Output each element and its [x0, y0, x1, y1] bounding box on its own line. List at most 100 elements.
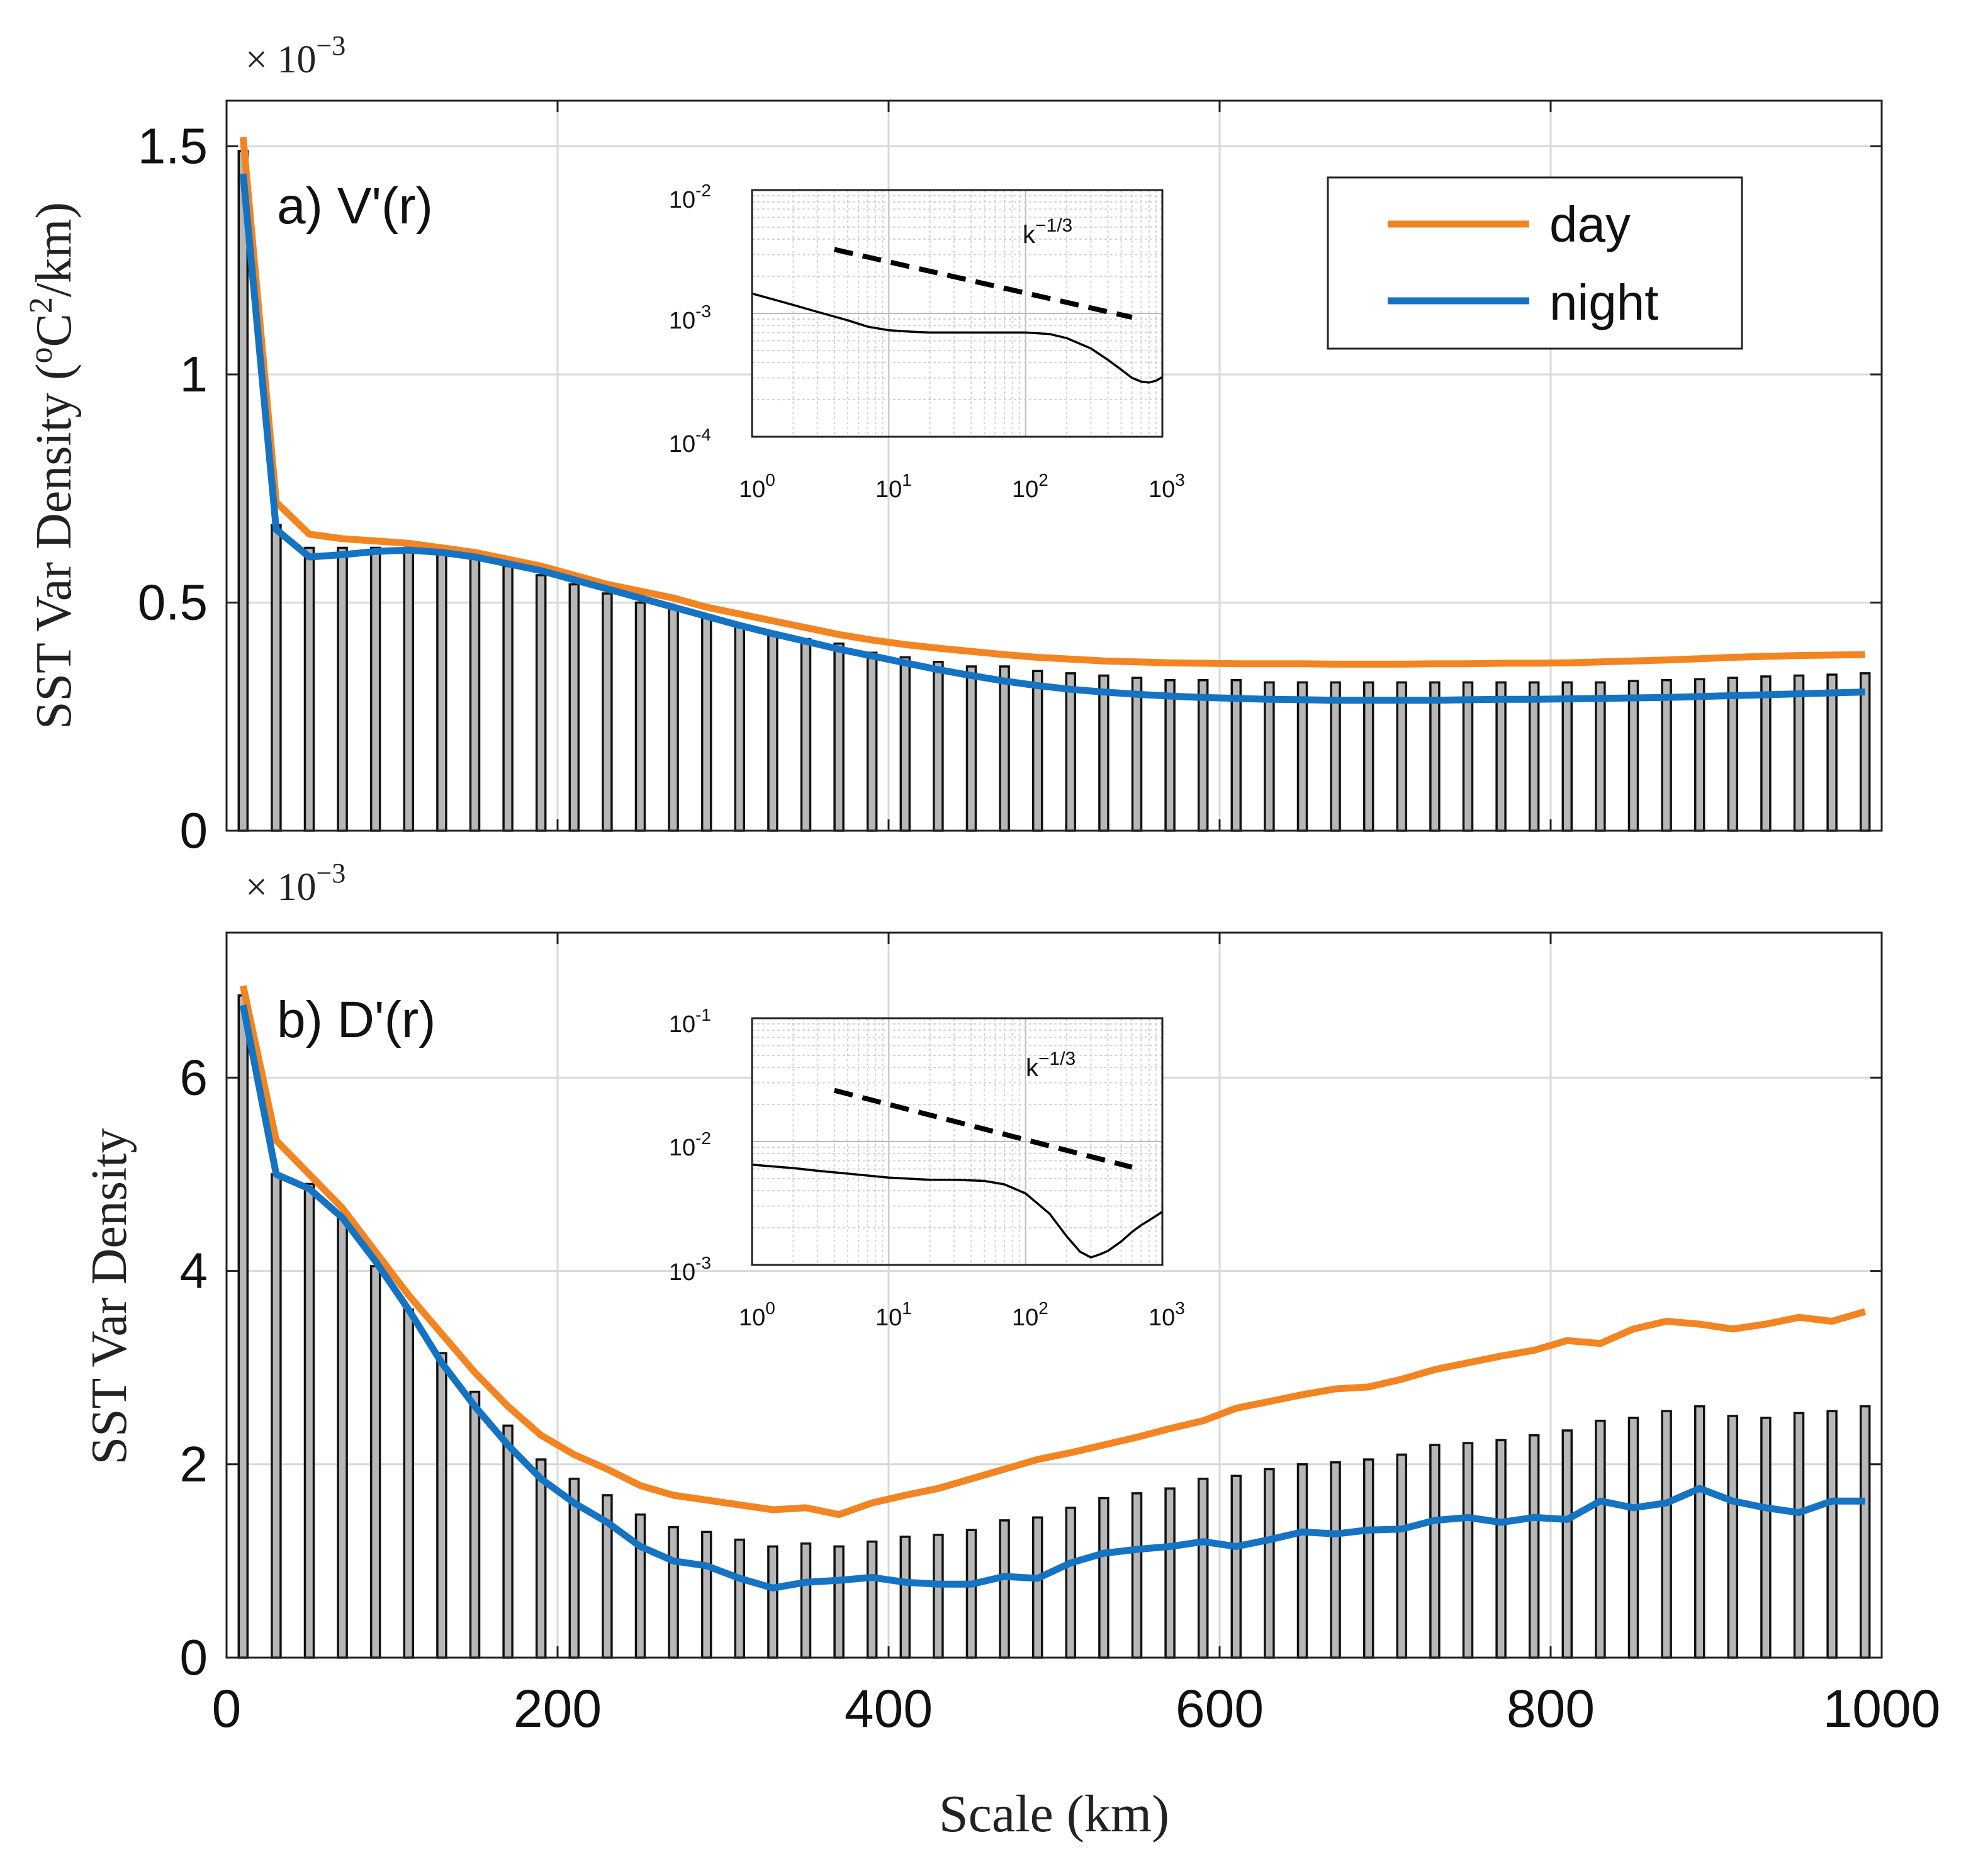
bar: [535, 574, 547, 832]
xtick-label: 600: [1176, 1679, 1264, 1738]
panel-a-night-line: [239, 173, 1865, 704]
bar: [1661, 679, 1672, 832]
bar: [1065, 672, 1077, 832]
bar: [933, 1534, 944, 1659]
ytick-label: 1: [180, 346, 208, 402]
panel-a-inset-ytick-0: 10-2: [669, 181, 711, 213]
bar: [1495, 681, 1507, 832]
panel-b-frame: [225, 931, 1883, 1659]
bar: [337, 1216, 348, 1659]
bar: [1727, 677, 1739, 832]
panel-b-inset-ytick-0: 10-1: [669, 1005, 711, 1038]
panel-b-inset-curve: [751, 1163, 1163, 1259]
panel-b-inset-xtick-0: 100: [739, 1298, 775, 1331]
bar: [303, 1182, 315, 1659]
bar: [1694, 678, 1705, 832]
bar: [1164, 1487, 1176, 1659]
bar: [668, 606, 679, 832]
bar: [1528, 1434, 1540, 1659]
legend-box: [1327, 176, 1743, 350]
bar: [502, 564, 514, 832]
panel-b-y-ticks: 0 2 4 6: [180, 1049, 1882, 1685]
panel-b-night-line: [239, 1004, 1865, 1592]
panel-a-inset-xtick-0: 100: [739, 470, 775, 503]
bar: [1826, 673, 1838, 832]
panel-b-inset-xtick-2: 102: [1012, 1298, 1048, 1331]
bar: [403, 546, 415, 832]
bar: [1131, 677, 1143, 832]
bar: [1197, 679, 1209, 832]
bar: [1098, 674, 1109, 832]
xtick-label: 200: [514, 1679, 602, 1738]
panel-a-label: a) V'(r): [277, 177, 433, 235]
legend-day-label: day: [1549, 196, 1631, 252]
panel-a-ylabel-tail: /km): [26, 202, 82, 297]
panel-b-inset-k-exp: −1/3: [1038, 1048, 1076, 1069]
bar: [1065, 1507, 1077, 1659]
bar: [337, 546, 348, 832]
bar: [502, 1424, 514, 1659]
bar: [1595, 1419, 1606, 1659]
ytick-label: 6: [180, 1049, 208, 1105]
bar: [1595, 681, 1606, 832]
panel-a-y-ticks: 0 0.5 1 1.5: [138, 101, 1883, 858]
bar: [1362, 681, 1374, 832]
bar: [700, 615, 712, 832]
panel-b-ylabel: SST Var Density: [82, 1128, 137, 1465]
bar: [237, 150, 249, 832]
xtick-label: 1000: [1823, 1679, 1941, 1738]
ytick-label: 0: [180, 802, 208, 858]
panel-a-ylabel: SST Var Density (oC2/km): [23, 202, 82, 729]
bar: [1131, 1492, 1143, 1659]
bar: [1561, 681, 1573, 832]
panel-a-inset-reference-label: k−1/3: [1023, 215, 1072, 249]
bar: [1561, 1429, 1573, 1659]
bar: [1031, 670, 1043, 832]
panel-b-inset-reference-line: [833, 1087, 1133, 1170]
panel-b-inset-grid: [751, 1018, 1162, 1266]
bar: [668, 1525, 679, 1659]
bar: [965, 665, 977, 832]
bar: [1264, 1468, 1275, 1659]
bar: [1296, 681, 1308, 832]
bar: [237, 994, 249, 1659]
panel-b-inset-k: k: [1026, 1054, 1039, 1082]
bar: [833, 643, 845, 832]
bar: [1694, 1405, 1705, 1659]
panel-a-inset-reference-line: [833, 247, 1133, 320]
panel-a-inset-xtick-2: 102: [1012, 470, 1048, 503]
bar: [899, 1536, 911, 1659]
bar: [634, 601, 646, 832]
panel-b-inset-y-ticks: 10-1 10-2 10-3: [669, 1005, 711, 1286]
bar: [1859, 672, 1871, 832]
bar: [403, 1308, 415, 1659]
bar: [1264, 681, 1275, 832]
bar: [1330, 681, 1341, 832]
panel-b-exponent-power: −3: [316, 858, 345, 889]
bar: [1462, 681, 1474, 832]
bar: [469, 556, 481, 832]
panel-a-inset-ytick-2: 10-4: [669, 425, 711, 458]
bar: [866, 651, 878, 832]
bar: [734, 624, 746, 832]
panel-a-ylabel-mid: C: [26, 313, 82, 347]
panel-a-exponent: × 10−3: [245, 30, 345, 81]
bar: [535, 1458, 547, 1659]
panel-a-inset-k: k: [1023, 221, 1036, 249]
bar: [1859, 1405, 1871, 1659]
bar: [1462, 1442, 1474, 1659]
ytick-label: 0.5: [138, 575, 208, 631]
bar: [271, 1173, 282, 1659]
panel-a-day-line: [239, 137, 1865, 668]
bar: [1296, 1463, 1308, 1659]
panel-a-frame: [225, 99, 1883, 832]
bar: [436, 1352, 447, 1659]
bar: [700, 1531, 712, 1659]
ytick-label: 2: [180, 1436, 208, 1492]
bar: [369, 1265, 381, 1659]
bar: [1627, 680, 1639, 832]
bar: [271, 524, 282, 832]
bar: [800, 638, 812, 832]
ytick-label: 1.5: [138, 118, 208, 174]
